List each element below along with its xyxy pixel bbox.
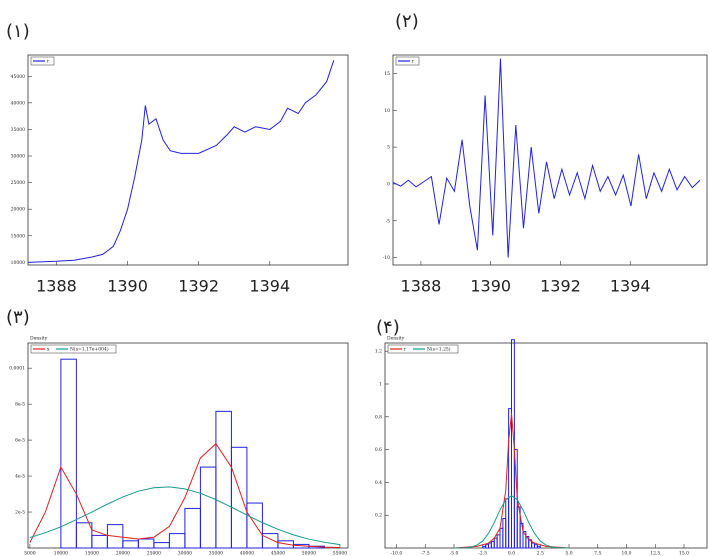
legend-label: r <box>412 60 415 65</box>
y-tick-label: 1.2 <box>375 349 382 355</box>
legend-label: N(s=1.17e+004) <box>70 346 109 353</box>
data-line <box>453 495 570 549</box>
histogram-bar <box>106 524 124 549</box>
histogram-bar <box>230 446 248 549</box>
histogram-bar <box>184 507 201 549</box>
x-tick-label: 50000 <box>302 551 316 556</box>
x-tick-label: 7.5 <box>594 551 601 556</box>
histogram-bar <box>199 466 217 549</box>
x-tick-label: 1392 <box>540 277 581 296</box>
x-tick-label: 1394 <box>610 277 651 296</box>
y-tick-label: 8e-5 <box>15 402 25 408</box>
y-tick-label: 0.8 <box>375 414 382 420</box>
y-tick-label: -10 <box>383 255 390 261</box>
y-tick-label: 35000 <box>11 127 25 133</box>
y-tick-label: 25000 <box>11 180 25 186</box>
x-tick-label: 5.0 <box>565 551 572 556</box>
y-tick-label: 0.2 <box>375 513 382 519</box>
panel-label: (۴) <box>376 317 400 338</box>
x-tick-label: 30000 <box>178 551 192 556</box>
y-tick-label: 10000 <box>11 260 25 266</box>
y-tick-label: 1 <box>379 382 382 388</box>
x-tick-label: 20000 <box>116 551 130 556</box>
histogram-bar <box>246 502 263 549</box>
histogram-bar <box>153 542 170 549</box>
x-tick-label: 1388 <box>36 277 77 296</box>
y-tick-label: 30000 <box>11 154 25 160</box>
panel-label: (۲) <box>395 11 419 32</box>
histogram-bar <box>60 358 77 549</box>
x-tick-label: 10.0 <box>621 551 631 556</box>
y-tick-label: 2e-5 <box>15 510 25 516</box>
plot-frame <box>27 54 349 266</box>
plot-frame <box>384 342 708 549</box>
x-tick-label: 1390 <box>470 277 511 296</box>
y-tick-label: 0 <box>387 181 390 187</box>
data-line <box>453 413 570 549</box>
y-tick-label: 4e-5 <box>15 474 25 480</box>
y-tick-label: 45000 <box>11 74 25 80</box>
histogram-bar <box>261 533 279 549</box>
x-tick-label: 15000 <box>85 551 99 556</box>
x-tick-label: 45000 <box>271 551 285 556</box>
histogram-bar <box>75 522 93 549</box>
histogram-bar <box>215 410 232 549</box>
y-tick-label: 15 <box>384 71 390 77</box>
x-tick-label: 40000 <box>240 551 254 556</box>
x-tick-label: 1394 <box>249 277 290 296</box>
y-tick-label: 0.6 <box>375 447 382 453</box>
legend-label: x <box>47 348 50 353</box>
legend-label: N(s=1.25) <box>427 346 451 353</box>
y-tick-label: 0.4 <box>375 480 382 486</box>
y-tick-label: 5 <box>387 145 390 151</box>
x-tick-label: 2.5 <box>537 551 544 556</box>
y-tick-label: 40000 <box>11 100 25 106</box>
x-tick-label: 55000 <box>333 551 347 556</box>
x-tick-label: -2.5 <box>478 551 487 556</box>
y-axis-label: Density <box>30 336 48 342</box>
x-tick-label: 5000 <box>24 551 36 556</box>
y-tick-label: 0.0001 <box>9 366 25 372</box>
legend-box <box>30 344 117 354</box>
x-tick-label: 1388 <box>401 277 442 296</box>
data-line <box>29 442 340 548</box>
histogram-bar <box>168 533 186 549</box>
x-tick-label: 0.0 <box>508 551 515 556</box>
y-tick-label: 15000 <box>11 233 25 239</box>
y-tick-label: -5 <box>386 218 391 224</box>
x-tick-label: -7.5 <box>421 551 430 556</box>
x-tick-label: 25000 <box>147 551 161 556</box>
x-tick-label: -10.0 <box>391 551 403 556</box>
histogram-bar <box>137 538 155 549</box>
x-tick-label: 35000 <box>209 551 223 556</box>
x-tick-label: 15.0 <box>679 551 689 556</box>
panel-label: (۱) <box>6 21 30 42</box>
x-tick-label: -5.0 <box>450 551 459 556</box>
panel-label: (۳) <box>6 307 30 328</box>
plot-frame <box>392 54 708 266</box>
histogram-bar <box>91 534 108 549</box>
y-axis-label: Density <box>387 336 405 342</box>
data-line <box>392 58 701 258</box>
y-tick-label: 20000 <box>11 207 25 213</box>
legend-label: r <box>47 60 50 65</box>
x-tick-label: 1392 <box>178 277 219 296</box>
legend-label: r <box>404 348 407 353</box>
histogram-bar <box>122 540 139 549</box>
y-tick-label: 10 <box>384 108 390 114</box>
y-tick-label: 6e-5 <box>15 438 25 444</box>
x-tick-label: 10000 <box>54 551 68 556</box>
x-tick-label: 12.5 <box>650 551 660 556</box>
data-line <box>29 486 341 546</box>
x-tick-label: 1390 <box>107 277 148 296</box>
data-line <box>27 60 335 263</box>
histogram-bar <box>536 545 541 549</box>
